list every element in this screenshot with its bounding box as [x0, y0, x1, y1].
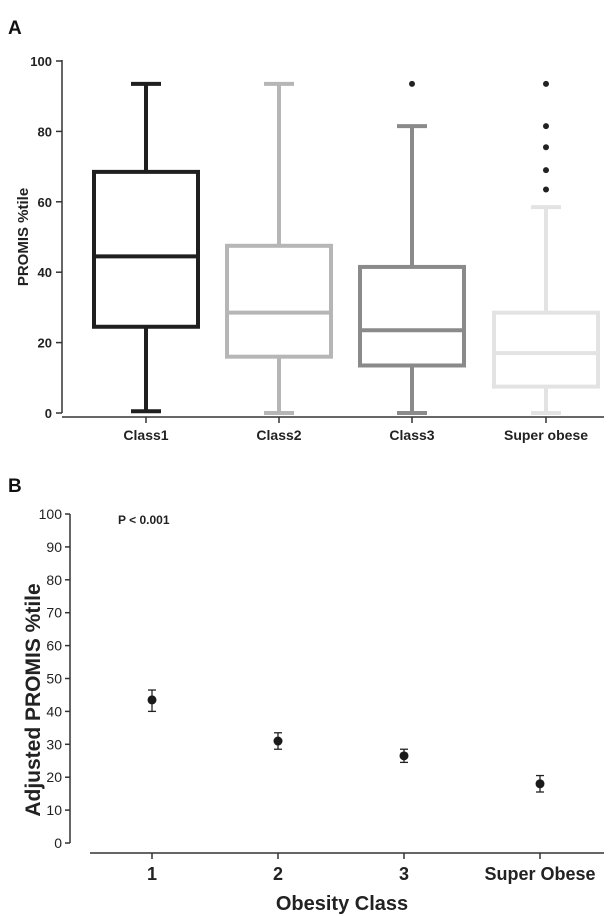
panel-a-y-tick-label: 100	[30, 54, 52, 69]
box-outlier	[543, 186, 549, 193]
box-iqr	[92, 169, 200, 329]
panel-a-x-tick-label: Class2	[256, 427, 301, 443]
point-class-3	[399, 748, 409, 764]
box-outlier	[543, 144, 549, 151]
panel-b-x-axis: 1 2 3 Super Obese	[90, 852, 604, 884]
panel-a-y-tick-label: 80	[38, 124, 52, 139]
box-iqr	[492, 310, 600, 389]
box-outlier	[543, 123, 549, 130]
box-iqr	[358, 264, 466, 368]
panel-b-annotation: P < 0.001	[118, 513, 170, 527]
panel-a: A PROMIS %tile 0 20 40 60 80 100 Class1 Class2…	[8, 18, 604, 443]
panel-a-y-tick-label: 0	[45, 406, 52, 421]
panel-a-x-tick-label: Class1	[123, 427, 168, 443]
panel-b-y-tick-label: 0	[54, 835, 62, 851]
panel-b-y-tick-label: 60	[46, 638, 62, 654]
data-point	[535, 779, 545, 789]
panel-a-ylabel: PROMIS %tile	[15, 188, 32, 286]
panel-b-y-tick-label: 40	[46, 703, 62, 719]
panel-a-y-axis: 0 20 40 60 80 100	[30, 54, 63, 421]
box-outlier	[543, 80, 549, 87]
box-class2	[225, 81, 333, 415]
box-class3	[358, 80, 466, 415]
box-iqr	[225, 243, 333, 359]
point-class-1	[147, 689, 157, 713]
data-point	[273, 736, 283, 746]
panel-a-x-tick-label: Class3	[389, 427, 434, 443]
panel-b-y-tick-label: 80	[46, 572, 62, 588]
panel-b-y-axis: 0 10 20 30 40 50 60 70 80 90 100	[39, 506, 71, 851]
panel-a-y-tick-label: 60	[38, 195, 52, 210]
data-point	[399, 751, 409, 761]
panel-b-y-tick-label: 10	[46, 802, 62, 818]
point-class-2	[273, 732, 283, 750]
panel-b-y-tick-label: 100	[39, 506, 63, 522]
data-point	[147, 695, 157, 705]
panel-b-x-tick-label: Super Obese	[484, 864, 595, 884]
panel-a-boxes	[92, 80, 600, 415]
box-super-obese	[492, 80, 600, 415]
panel-b-y-tick-label: 70	[46, 605, 62, 621]
panel-b-x-tick-label: 1	[147, 864, 157, 884]
panel-a-x-tick-label: Super obese	[504, 427, 588, 443]
panel-a-label: A	[8, 18, 22, 39]
panel-b-y-tick-label: 20	[46, 769, 62, 785]
panel-b-xlabel: Obesity Class	[276, 893, 408, 915]
panel-b-y-tick-label: 50	[46, 671, 62, 687]
panel-b-y-tick-label: 30	[46, 736, 62, 752]
panel-b-ylabel: Adjusted PROMIS %tile	[22, 583, 45, 816]
panel-b-y-tick-label: 90	[46, 539, 62, 555]
panel-a-x-axis: Class1 Class2 Class3 Super obese	[62, 416, 604, 443]
point-class-super-obese	[535, 774, 545, 793]
panel-b-points	[147, 689, 545, 793]
panel-a-y-tick-label: 40	[38, 265, 52, 280]
panel-b-label: B	[8, 476, 22, 497]
panel-b-x-tick-label: 2	[273, 864, 283, 884]
box-class1	[92, 81, 200, 414]
box-outlier	[543, 167, 549, 174]
box-outlier	[409, 80, 415, 87]
panel-b: B Adjusted PROMIS %tile P < 0.001 Obesit…	[8, 476, 604, 915]
panel-a-y-tick-label: 20	[38, 336, 52, 351]
panel-b-x-tick-label: 3	[399, 864, 409, 884]
